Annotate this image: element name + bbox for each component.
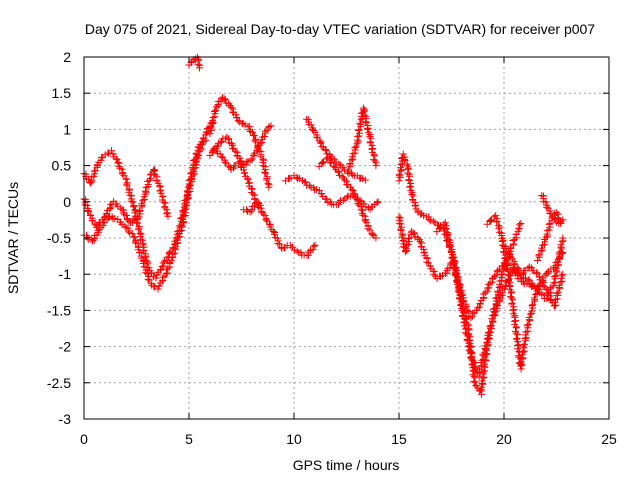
x-tick-label: 25 xyxy=(601,431,617,447)
x-tick-label: 0 xyxy=(80,431,88,447)
x-axis-label: GPS time / hours xyxy=(293,457,400,473)
y-tick-label: 2 xyxy=(63,49,71,65)
y-tick-label: -2 xyxy=(59,339,72,355)
y-tick-label: 1.5 xyxy=(52,85,72,101)
series-track-s xyxy=(538,191,565,227)
point-markers xyxy=(395,213,567,322)
point-markers xyxy=(303,115,369,184)
x-tick-label: 5 xyxy=(185,431,193,447)
point-markers xyxy=(240,198,264,216)
series-track-n xyxy=(395,213,567,322)
series-track-f xyxy=(206,122,275,169)
y-tick-label: 1 xyxy=(63,121,71,137)
y-tick-label: -0.5 xyxy=(47,230,71,246)
x-tick-label: 20 xyxy=(496,431,512,447)
point-markers xyxy=(538,191,565,227)
y-tick-label: 0.5 xyxy=(52,158,72,174)
series-track-e xyxy=(206,93,273,191)
y-tick-label: -2.5 xyxy=(47,375,71,391)
point-markers xyxy=(210,144,319,259)
x-tick-label: 15 xyxy=(391,431,407,447)
series-track-l xyxy=(345,104,380,174)
point-markers xyxy=(206,93,273,191)
series-track-g xyxy=(210,144,319,259)
series-track-b xyxy=(80,118,216,293)
x-tick-labels: 0 5 10 15 20 25 xyxy=(80,431,617,447)
point-markers xyxy=(483,212,542,373)
chart-title: Day 075 of 2021, Sidereal Day-to-day VTE… xyxy=(85,21,595,37)
series-track-a xyxy=(80,136,210,282)
series-track-p xyxy=(483,212,542,373)
y-axis-label: SDTVAR / TECUs xyxy=(5,182,21,294)
point-markers xyxy=(500,242,567,310)
point-markers xyxy=(80,136,210,282)
point-markers xyxy=(80,118,216,293)
point-markers xyxy=(206,122,275,169)
point-markers xyxy=(315,154,380,242)
data-points xyxy=(80,53,567,398)
point-markers xyxy=(433,219,567,380)
point-markers xyxy=(345,104,380,174)
y-tick-label: -3 xyxy=(59,411,72,427)
y-tick-label: 0 xyxy=(63,194,71,210)
series-track-k xyxy=(315,154,380,242)
series-track-q xyxy=(500,242,567,310)
point-markers xyxy=(282,172,382,213)
x-tick-label: 10 xyxy=(286,431,302,447)
y-tick-label: -1 xyxy=(59,266,72,282)
axis-ticks xyxy=(83,56,610,420)
series-track-i xyxy=(282,172,382,213)
y-tick-labels: -3 -2.5 -2 -1.5 -1 -0.5 0 0.5 1 1.5 2 xyxy=(47,49,71,427)
series-track-h xyxy=(240,198,264,216)
grid-lines xyxy=(84,57,609,419)
series-track-o xyxy=(433,219,567,380)
y-tick-label: -1.5 xyxy=(47,302,71,318)
series-track-j xyxy=(303,115,369,184)
